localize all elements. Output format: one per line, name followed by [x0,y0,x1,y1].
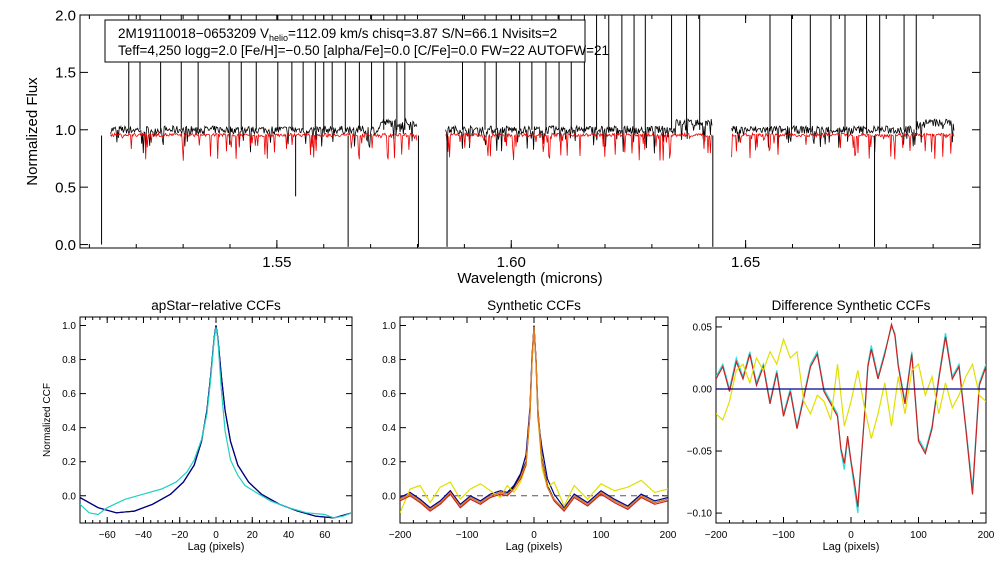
x-tick-label: −200 [705,530,728,541]
y-tick-label: 0.0 [62,491,76,502]
x-tick-label: −60 [99,530,116,541]
x-axis-label: Lag (pixels) [188,541,245,553]
series-line-red [716,322,986,507]
difference-synthetic-ccf-panel: −200 −100 0 100 200 −0.10 −0.05 0.00 0.05 Differe… [687,298,995,553]
x-tick-label: 200 [660,530,677,541]
y-tick-label: 0.5 [55,179,76,196]
apstar-relative-ccf-panel: −60 −40 −20 0 20 40 60 0.0 0.2 0.4 0.6 0.8 1.0 apStar… [42,298,353,553]
y-tick-label: 1.0 [62,321,76,332]
series-line-yellow [716,337,986,439]
series-line-blue [400,327,668,509]
x-tick-label: 40 [283,530,295,541]
x-tick-label: 20 [247,530,259,541]
spectrum-info-box: 2M19110018−0653209 Vhelio=112.09 km/s ch… [104,19,609,63]
plot-frame [399,316,669,524]
y-tick-label: 1.0 [382,321,396,332]
x-tick-label: −40 [135,530,152,541]
x-axis-label: Wavelength (microns) [457,270,602,287]
y-tick-label: 1.5 [55,65,76,82]
series-line-visit-1 [80,325,352,519]
x-tick-label: 60 [319,530,331,541]
y-tick-label: 0.00 [693,384,713,395]
x-tick-label: −20 [171,530,188,541]
plot-frame [79,316,353,524]
synthetic-ccf-panel: −200 −100 0 100 200 0.0 0.2 0.4 0.6 0.8 1.0 Synthet… [382,298,677,553]
x-tick-label: −200 [389,530,412,541]
x-tick-label: 0 [531,530,537,541]
x-tick-label: 0 [848,530,854,541]
y-tick-label: 2.0 [55,7,76,24]
info-line-1: 2M19110018−0653209 Vhelio=112.09 km/s ch… [118,26,557,43]
chart-title: Difference Synthetic CCFs [772,298,931,313]
y-tick-label: 0.2 [62,457,76,468]
x-tick-label: 1.55 [262,254,291,271]
y-tick-label: 0.8 [382,355,396,366]
x-tick-label: 100 [910,530,927,541]
chart-title: Synthetic CCFs [487,298,581,313]
x-tick-label: 0 [213,530,219,541]
info-line-2: Teff=4,250 logg=2.0 [Fe/H]=−0.50 [alpha/… [118,43,609,58]
series-line-cyan [716,325,986,514]
series-line-combined [80,327,352,519]
y-tick-label: −0.05 [687,447,713,458]
y-tick-label: 0.4 [62,423,76,434]
y-tick-label: 0.0 [55,237,76,254]
spectrum-line-best-fit-synthetic [731,131,955,160]
x-axis-label: Lag (pixels) [823,541,880,553]
series-line-orange [400,327,668,511]
spectrum-line-best-fit-synthetic [110,131,418,161]
y-axis-label: Normalized Flux [24,77,41,186]
y-tick-label: 0.8 [62,355,76,366]
series-line-yellow [400,328,668,514]
series-line-visit-2 [80,325,352,519]
series-line-black [400,325,668,511]
spectrum-line-observed-spectrum [110,117,418,154]
plot-frame [79,14,981,249]
x-axis-label: Lag (pixels) [506,541,563,553]
spectrum-line-observed-spectrum [445,118,713,154]
y-tick-label: 0.0 [382,491,396,502]
x-tick-label: 1.65 [731,254,760,271]
x-tick-label: −100 [456,530,479,541]
y-tick-label: 1.0 [55,122,76,139]
x-tick-label: 1.60 [497,254,526,271]
y-tick-label: −0.10 [687,509,713,520]
x-tick-label: −100 [772,530,795,541]
spectrum-panel: 1.55 1.60 1.65 0.0 0.5 1.0 1.5 2.0 Wavelength (m… [24,7,981,287]
x-tick-label: 200 [978,530,995,541]
y-tick-label: 0.4 [382,423,396,434]
spectrum-line-best-fit-synthetic [445,131,713,161]
y-tick-label: 0.2 [382,457,396,468]
y-axis-label: Normalized CCF [42,383,53,457]
y-tick-label: 0.6 [382,389,396,400]
y-tick-label: 0.05 [693,322,713,333]
chart-title: apStar−relative CCFs [151,298,281,313]
plot-frame [715,316,987,524]
y-tick-label: 0.6 [62,389,76,400]
x-tick-label: 100 [593,530,610,541]
series-line-red [400,327,668,513]
